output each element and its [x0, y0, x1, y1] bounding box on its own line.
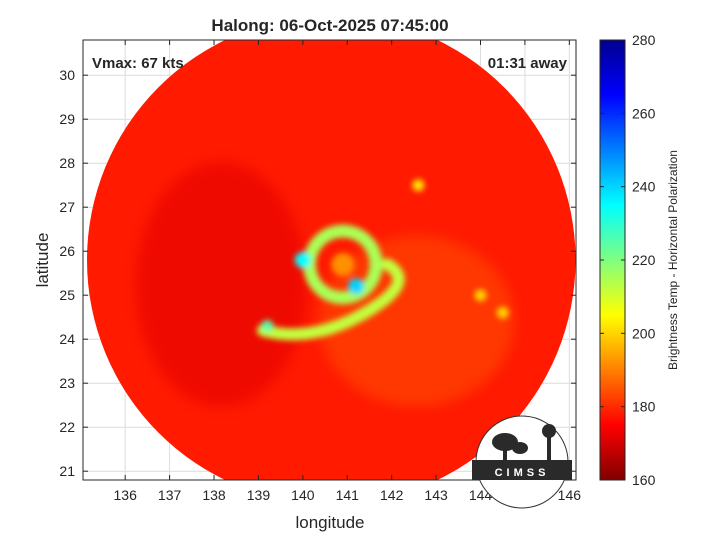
y-axis-label: latitude [33, 233, 52, 288]
y-tick-label: 23 [59, 375, 75, 391]
colorbar-tick-label: 260 [632, 105, 656, 121]
colorbar-tick-label: 160 [632, 472, 656, 488]
convection-cell [412, 179, 425, 192]
colorbar: 160 180 200 220 240 260 280 Brightness Temp - … [599, 32, 680, 488]
satellite-dish-icon [492, 433, 518, 451]
y-tick-label: 27 [59, 199, 75, 215]
warm-spot-east [348, 278, 365, 295]
vmax-label: Vmax: 67 kts [92, 55, 184, 72]
x-tick-label: 139 [247, 487, 271, 503]
colorbar-tick-label: 220 [632, 252, 656, 268]
convection-cell [474, 289, 487, 302]
logo-text: CIMSS [495, 467, 550, 479]
colorbar-ticks: 160 180 200 220 240 260 280 [600, 32, 656, 488]
y-tick-label: 30 [59, 67, 75, 83]
colorbar-label: Brightness Temp - Horizontal Polarizatio… [666, 150, 680, 370]
y-tick-label: 28 [59, 155, 75, 171]
colorbar-tick-label: 200 [632, 325, 656, 341]
time-away-label: 01:31 away [488, 55, 568, 72]
water-tower-icon [542, 424, 556, 438]
chart-title: Halong: 06-Oct-2025 07:45:00 [211, 16, 448, 35]
storm-eye [331, 252, 355, 277]
colorbar-tick-label: 240 [632, 179, 656, 195]
x-tick-label: 140 [291, 487, 315, 503]
cold-region [135, 162, 307, 407]
convection-cell [496, 306, 509, 319]
colorbar-tick-label: 180 [632, 399, 656, 415]
y-tick-label: 21 [59, 463, 75, 479]
y-tick-label: 26 [59, 243, 75, 259]
x-tick-label: 143 [424, 487, 448, 503]
x-tick-label: 142 [380, 487, 404, 503]
axes-frame [82, 39, 577, 481]
axis-ticks: 1361371381391401411421431441451462122232… [59, 40, 581, 503]
map-axes: 1361371381391401411421431441451462122232… [59, 39, 581, 503]
y-tick-label: 24 [59, 331, 75, 347]
cimss-logo: CIMSS [472, 415, 572, 509]
storm-structure [256, 179, 509, 341]
y-tick-label: 25 [59, 287, 75, 303]
x-tick-label: 136 [114, 487, 138, 503]
x-axis-label: longitude [295, 513, 364, 532]
y-tick-label: 29 [59, 111, 75, 127]
x-tick-label: 141 [336, 487, 360, 503]
x-tick-label: 138 [202, 487, 226, 503]
spiral-band [256, 258, 405, 341]
colorbar-tick-label: 280 [632, 32, 656, 48]
convection-cell [261, 320, 274, 332]
y-tick-label: 22 [59, 419, 75, 435]
microwave-swath [87, 40, 576, 480]
x-tick-label: 137 [158, 487, 182, 503]
warm-spot-west [294, 252, 311, 268]
x-tick-label: 146 [558, 487, 582, 503]
